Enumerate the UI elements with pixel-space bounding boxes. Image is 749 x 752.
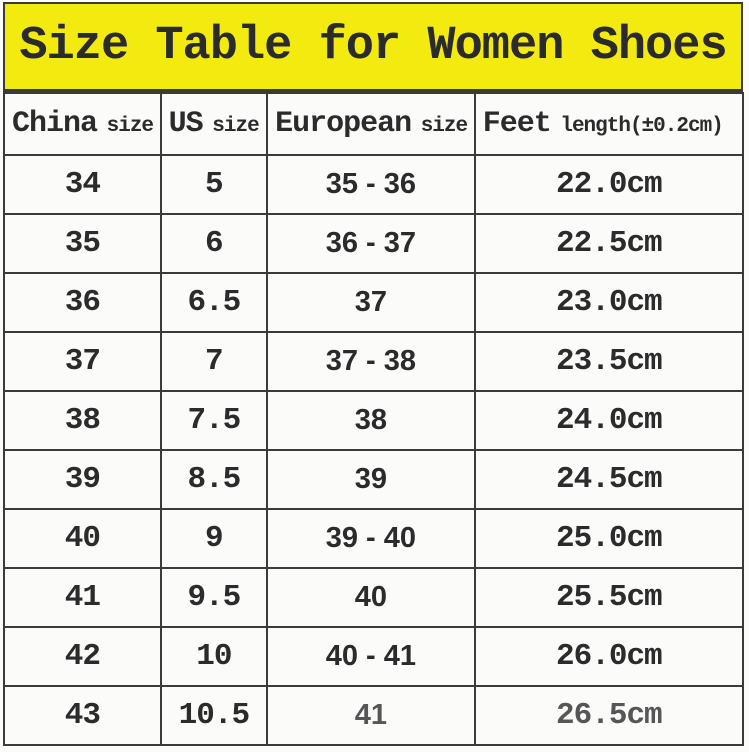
cell-european-size: 40 <box>266 567 476 628</box>
header-suffix-label: size <box>106 115 154 138</box>
table-row: 37 7 37 - 38 23.5cm <box>3 331 745 392</box>
cell-us-size: 5 <box>159 154 269 215</box>
table-row: 40 9 39 - 40 25.0cm <box>3 508 745 569</box>
cell-us-size: 8.5 <box>159 449 269 510</box>
header-main-label: US <box>168 107 204 141</box>
cell-feet-length: 24.5cm <box>473 449 745 510</box>
column-header-european-size: European size <box>266 92 476 156</box>
header-main-label: China <box>12 107 98 141</box>
cell-china-size: 34 <box>3 154 162 215</box>
cell-feet-length: 24.0cm <box>473 390 745 451</box>
table-row: 34 5 35 - 36 22.0cm <box>3 154 745 215</box>
cell-european-size: 37 <box>266 272 476 333</box>
cell-us-size: 7 <box>159 331 269 392</box>
table-row: 43 10.5 41 26.5cm <box>3 685 745 746</box>
cell-china-size: 40 <box>3 508 162 569</box>
table-row: 42 10 40 - 41 26.0cm <box>3 626 745 687</box>
cell-china-size: 41 <box>3 567 162 628</box>
cell-feet-length: 26.0cm <box>473 626 745 687</box>
cell-feet-length: 22.0cm <box>473 154 745 215</box>
header-row: China size US size European size Feet le… <box>3 92 745 156</box>
table-row: 38 7.5 38 24.0cm <box>3 390 745 451</box>
cell-feet-length: 25.5cm <box>473 567 745 628</box>
title-banner: Size Table for Women Shoes <box>3 2 743 92</box>
cell-european-size: 39 - 40 <box>266 508 476 569</box>
cell-us-size: 10 <box>159 626 269 687</box>
cell-china-size: 39 <box>3 449 162 510</box>
cell-european-size: 40 - 41 <box>266 626 476 687</box>
header-main-label: European <box>275 107 412 141</box>
cell-european-size: 37 - 38 <box>266 331 476 392</box>
cell-european-size: 35 - 36 <box>266 154 476 215</box>
cell-us-size: 7.5 <box>159 390 269 451</box>
header-suffix-label: size <box>420 115 468 138</box>
cell-china-size: 43 <box>3 685 162 746</box>
cell-china-size: 36 <box>3 272 162 333</box>
cell-us-size: 6.5 <box>159 272 269 333</box>
table-row: 39 8.5 39 24.5cm <box>3 449 745 510</box>
cell-feet-length: 23.5cm <box>473 331 745 392</box>
cell-us-size: 9.5 <box>159 567 269 628</box>
table-row: 36 6.5 37 23.0cm <box>3 272 745 333</box>
cell-us-size: 9 <box>159 508 269 569</box>
cell-feet-length: 22.5cm <box>473 213 745 274</box>
cell-china-size: 42 <box>3 626 162 687</box>
column-header-us-size: US size <box>159 92 269 156</box>
header-main-label: Feet <box>482 107 552 141</box>
size-table: China size US size European size Feet le… <box>3 92 745 746</box>
cell-feet-length: 25.0cm <box>473 508 745 569</box>
column-header-feet-length: Feet length(±0.2cm) <box>473 92 745 156</box>
cell-us-size: 6 <box>159 213 269 274</box>
cell-china-size: 38 <box>3 390 162 451</box>
table-row: 35 6 36 - 37 22.5cm <box>3 213 745 274</box>
cell-european-size: 41 <box>266 685 476 746</box>
page-title: Size Table for Women Shoes <box>19 20 727 73</box>
table-row: 41 9.5 40 25.5cm <box>3 567 745 628</box>
cell-china-size: 35 <box>3 213 162 274</box>
header-suffix-label: size <box>212 115 259 138</box>
cell-feet-length: 26.5cm <box>473 685 745 746</box>
cell-european-size: 39 <box>266 449 476 510</box>
column-header-china-size: China size <box>3 92 162 156</box>
cell-us-size: 10.5 <box>159 685 269 746</box>
cell-european-size: 36 - 37 <box>266 213 476 274</box>
cell-european-size: 38 <box>266 390 476 451</box>
cell-china-size: 37 <box>3 331 162 392</box>
cell-feet-length: 23.0cm <box>473 272 745 333</box>
header-suffix-label: length(±0.2cm) <box>560 115 723 138</box>
